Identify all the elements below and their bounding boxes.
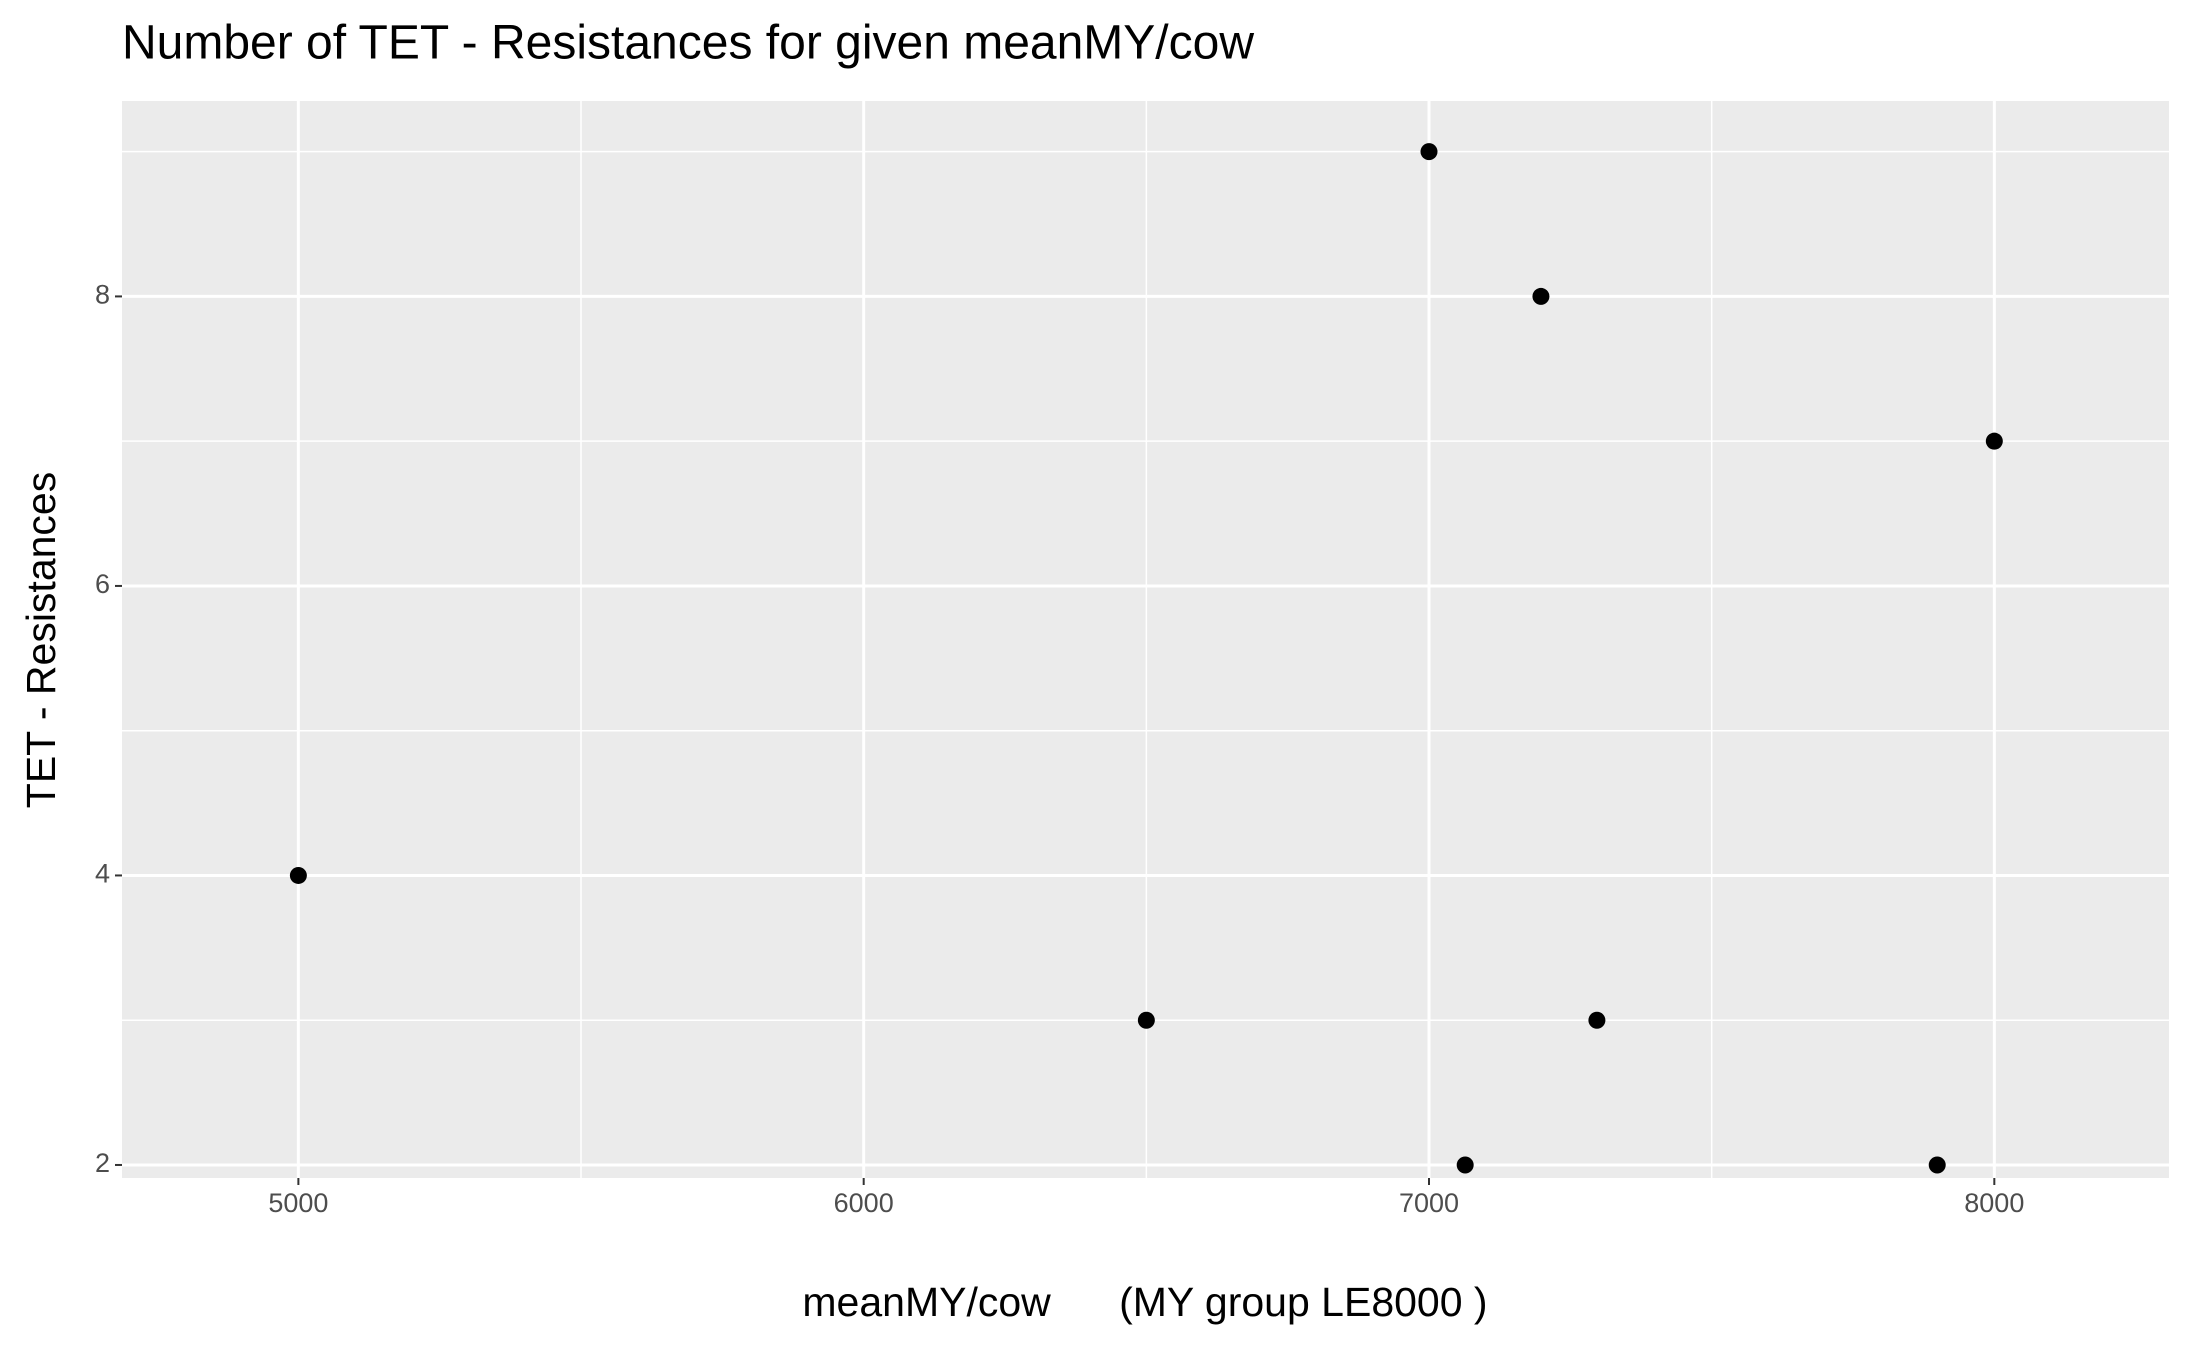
x-tick-label: 6000: [834, 1188, 894, 1218]
x-tick-label: 8000: [1964, 1188, 2024, 1218]
y-tick-label: 2: [95, 1148, 110, 1178]
y-tick-label: 6: [95, 569, 110, 599]
point: [1137, 1011, 1155, 1029]
chart-title: Number of TET - Resistances for given me…: [122, 17, 1254, 70]
point: [1588, 1011, 1606, 1029]
point: [1985, 432, 2003, 450]
panel-background: [122, 101, 2169, 1178]
point: [1420, 143, 1438, 161]
x-tick-label: 7000: [1399, 1188, 1459, 1218]
point: [1532, 287, 1550, 305]
x-axis-label: meanMY/cow (MY group LE8000 ): [802, 1279, 1487, 1325]
y-axis-label: TET - Resistances: [18, 472, 64, 808]
x-tick-label: 5000: [268, 1188, 328, 1218]
point: [1456, 1156, 1474, 1174]
point: [289, 866, 307, 884]
y-tick-label: 4: [95, 859, 110, 889]
point: [1928, 1156, 1946, 1174]
y-tick-label: 8: [95, 280, 110, 310]
